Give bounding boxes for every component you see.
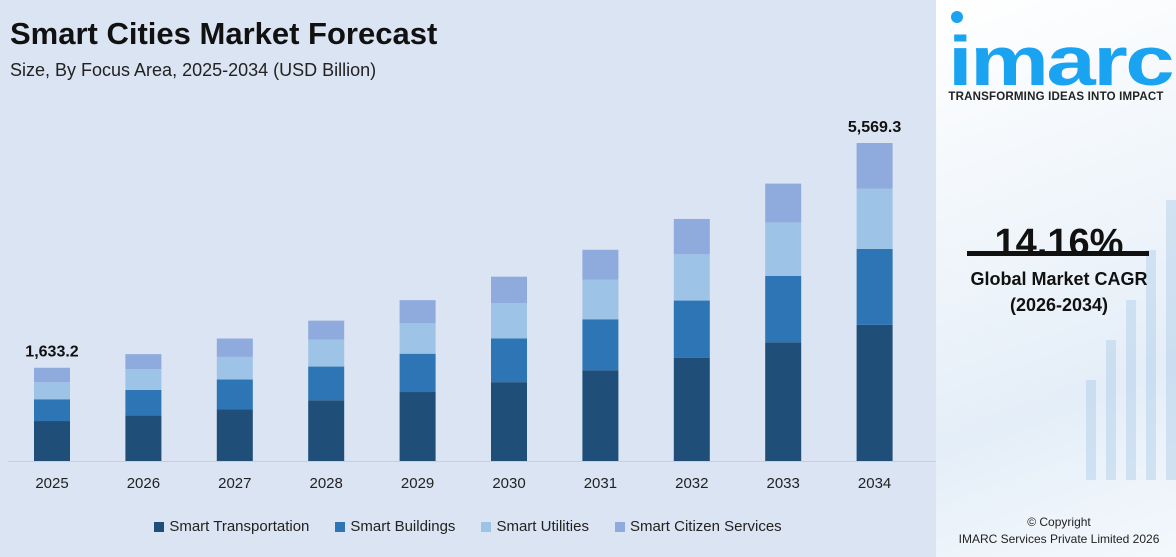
legend-label: Smart Utilities [496,518,589,535]
background-chart-decoration [1086,200,1176,480]
legend-label: Smart Citizen Services [629,518,782,535]
bar-segment-smart-buildings-2026 [125,389,162,416]
logo-tagline: TRANSFORMING IDEAS INTO IMPACT [948,91,1164,103]
legend-swatch [335,521,346,532]
bar-segment-smart-buildings-2027 [216,379,253,410]
bar-segment-smart-citizen-services-2032 [673,218,710,255]
bar-segment-smart-citizen-services-2029 [399,300,436,324]
legend-item: Smart Transportation [154,518,309,535]
x-tick-label: 2034 [858,475,891,492]
x-tick-label: 2032 [675,475,708,492]
bar-segment-smart-citizen-services-2025 [34,367,70,383]
bar-segment-smart-transportation-2025 [34,421,70,461]
legend-swatch [614,521,625,532]
bar-segment-smart-citizen-services-2031 [582,249,619,280]
legend-item: Smart Buildings [335,518,455,535]
bar-segment-smart-buildings-2029 [399,353,436,393]
bar-segment-smart-transportation-2032 [673,357,710,461]
bar-segment-smart-utilities-2032 [673,254,710,301]
svg-text:imarc: imarc [950,22,1172,90]
imarc-logo: imarc [950,11,1172,90]
bar-segment-smart-transportation-2030 [491,382,527,461]
legend-item: Smart Citizen Services [614,518,782,535]
bar-segment-smart-buildings-2034 [856,248,893,325]
bar-segment-smart-utilities-2029 [399,323,436,354]
data-label-2034: 5,569.3 [848,119,901,136]
bar-segment-smart-transportation-2026 [125,415,162,461]
bar-segment-smart-utilities-2030 [491,303,527,339]
bar-segment-smart-citizen-services-2028 [308,320,345,340]
chart-subtitle: Size, By Focus Area, 2025-2034 (USD Bill… [10,60,377,80]
copyright-company: IMARC Services Private Limited 2026 [958,532,1160,546]
bar-segment-smart-utilities-2028 [308,339,345,367]
bar-segment-smart-transportation-2027 [216,409,253,461]
cagr-divider [967,251,1149,256]
bar-segment-smart-utilities-2026 [125,369,162,390]
bar-segment-smart-utilities-2034 [856,188,893,249]
cagr-label: Global Market CAGR (2026-2034) [936,266,1176,318]
legend-swatch [481,521,492,532]
copyright: © Copyright IMARC Services Private Limit… [936,514,1176,548]
chart-panel: Smart Cities Market Forecast Size, By Fo… [0,16,936,535]
x-tick-label: 2029 [401,475,434,492]
legend-label: Smart Buildings [350,518,456,535]
legend: Smart Transportation Smart Buildings Smart… [0,518,936,535]
bar-segment-smart-utilities-2031 [582,279,619,320]
legend-swatch [154,521,165,532]
bar-segment-smart-buildings-2025 [34,399,70,422]
bar-segment-smart-utilities-2025 [34,382,70,400]
copyright-symbol-text: © Copyright [1027,515,1091,529]
bar-segment-smart-transportation-2031 [582,370,619,461]
bar-segment-smart-buildings-2031 [582,319,619,371]
bar-segment-smart-buildings-2028 [308,366,345,401]
x-tick-label: 2030 [492,475,525,492]
x-tick-label: 2033 [767,475,800,492]
bar-segment-smart-citizen-services-2033 [765,183,802,223]
info-panel: imarc TRANSFORMING IDEAS INTO IMPACT 14.… [936,0,1176,557]
x-tick-label: 2026 [127,475,160,492]
data-label-2025: 1,633.2 [25,344,78,361]
cagr-label-text: Global Market CAGR [970,269,1148,289]
cagr-value: 14.16% [994,222,1124,264]
bar-segment-smart-buildings-2032 [673,300,710,358]
stacked-bar-chart: 2025 1,633.2 2026 2027 2028 2029 2030 2031 2032 2… [8,119,936,492]
legend-item: Smart Utilities [481,518,589,535]
bar-segment-smart-transportation-2028 [308,400,345,461]
x-tick-label: 2028 [310,475,343,492]
bar-segment-smart-citizen-services-2026 [125,354,162,370]
bar-segment-smart-utilities-2033 [765,222,802,277]
bar-segment-smart-citizen-services-2027 [216,338,253,357]
x-tick-label: 2025 [35,475,68,492]
x-tick-label: 2027 [218,475,251,492]
bar-segment-smart-buildings-2030 [491,338,527,383]
chart-title: Smart Cities Market Forecast [10,16,438,51]
bar-segment-smart-citizen-services-2034 [856,143,893,189]
bar-segment-smart-citizen-services-2030 [491,276,527,304]
cagr-period: (2026-2034) [1009,295,1109,315]
bar-segment-smart-buildings-2033 [765,276,802,343]
bar-segment-smart-utilities-2027 [216,356,253,380]
legend-label: Smart Transportation [169,518,310,535]
bar-segment-smart-transportation-2034 [856,324,893,461]
bar-segment-smart-transportation-2033 [765,342,802,461]
bar-segment-smart-transportation-2029 [399,392,436,461]
x-tick-label: 2031 [584,475,617,492]
